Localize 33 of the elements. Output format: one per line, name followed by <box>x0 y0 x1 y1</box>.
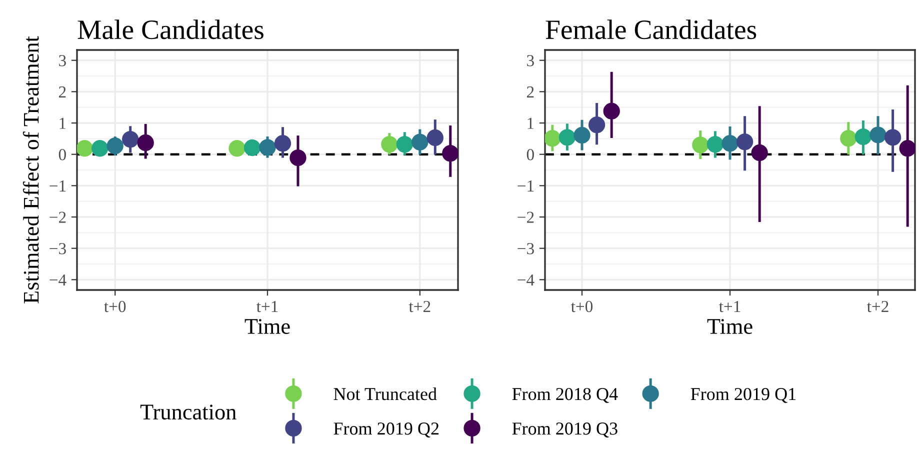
y-tick-label: 0 <box>58 149 66 160</box>
legend-title: Truncation <box>140 404 236 420</box>
x-tick-label: t+0 <box>104 300 126 312</box>
y-tick-label: 2 <box>58 86 66 98</box>
y-tick-label: −1 <box>518 180 534 192</box>
legend-label: Not Truncated <box>334 387 437 400</box>
y-tick-label: −4 <box>518 274 534 286</box>
x-tick-label: t+0 <box>570 300 593 312</box>
x-tick-label: t+2 <box>866 300 888 312</box>
x-tick-label: t+1 <box>256 300 278 312</box>
x-axis-title: Time <box>244 319 290 334</box>
chart-title: Female Candidates <box>546 20 756 40</box>
y-tick-label: −4 <box>50 274 66 286</box>
y-tick-label: −3 <box>50 243 66 254</box>
y-tick-label: 1 <box>528 118 534 129</box>
y-tick-label: 1 <box>60 118 66 129</box>
legend-label: From 2019 Q3 <box>512 422 618 438</box>
y-tick-label: 0 <box>526 149 534 160</box>
y-axis-title: Estimated Effect of Treatment <box>22 36 39 304</box>
y-tick-label: 2 <box>526 86 534 98</box>
x-tick-label: t+2 <box>408 300 430 312</box>
legend-label: From 2018 Q4 <box>512 388 618 403</box>
y-tick-label: 3 <box>59 55 66 66</box>
chart-title: Male Candidates <box>78 20 264 40</box>
y-tick-label: −3 <box>518 243 534 254</box>
y-tick-label: −1 <box>50 180 66 192</box>
x-tick-label: t+1 <box>718 300 740 312</box>
y-tick-label: −2 <box>50 212 66 223</box>
legend-label: From 2019 Q2 <box>334 422 439 438</box>
x-axis-title: Time <box>707 319 752 334</box>
y-tick-label: −2 <box>518 212 534 223</box>
y-tick-label: 3 <box>527 55 534 66</box>
legend-label: From 2019 Q1 <box>690 388 796 403</box>
